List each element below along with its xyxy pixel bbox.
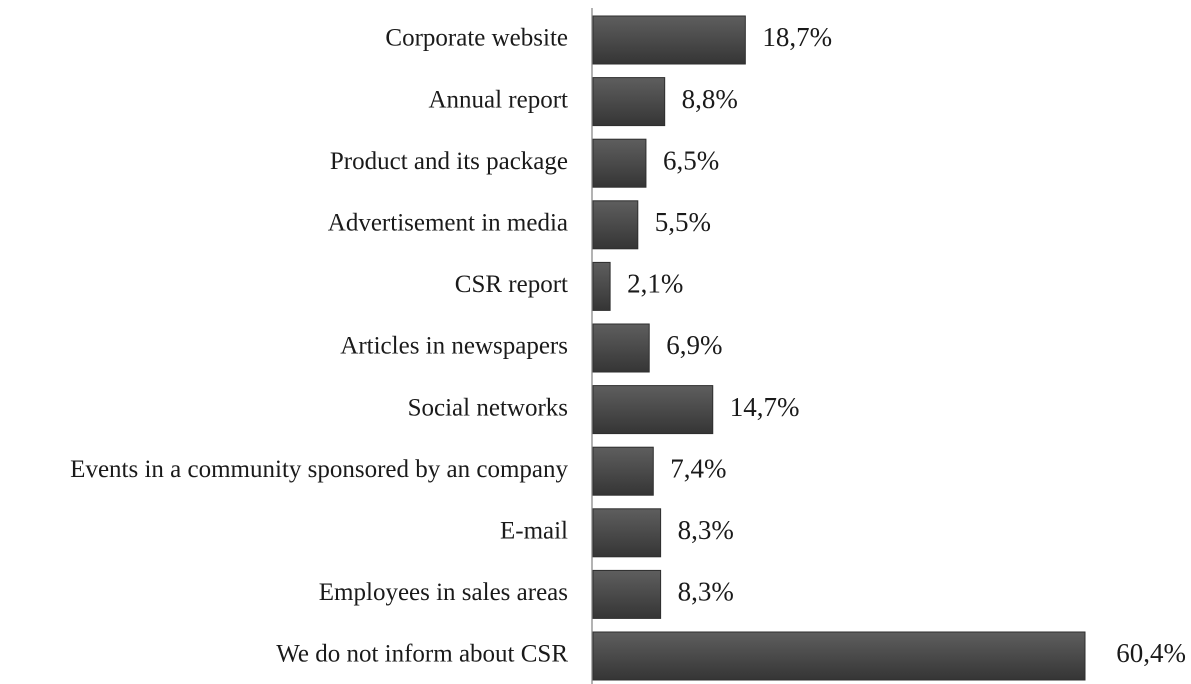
bar-10 xyxy=(592,631,1086,681)
category-label-8: E-mail xyxy=(500,518,568,545)
value-label-5: 6,9% xyxy=(666,330,722,360)
value-labels-group: 18,7% 8,8% 6,5% 5,5% 2,1% 6,9% 14,7% 7,4% 8,3% 8,… xyxy=(627,22,1186,668)
bar-9 xyxy=(592,569,662,619)
bar-1 xyxy=(592,77,666,127)
category-label-10: We do not inform about CSR xyxy=(276,641,568,668)
value-label-9: 8,3% xyxy=(678,577,734,607)
value-label-8: 8,3% xyxy=(678,515,734,545)
category-label-2: Product and its package xyxy=(330,148,568,175)
category-label-1: Annual report xyxy=(428,86,568,113)
category-label-3: Advertisement in media xyxy=(328,210,568,237)
bar-7 xyxy=(592,446,654,496)
bar-3 xyxy=(592,200,639,250)
category-label-7: Events in a community sponsored by an co… xyxy=(70,456,568,483)
bar-6 xyxy=(592,385,714,435)
value-label-10: 60,4% xyxy=(1116,638,1186,668)
value-label-6: 14,7% xyxy=(730,392,800,422)
bar-5 xyxy=(592,323,650,373)
bar-2 xyxy=(592,138,647,188)
bar-8 xyxy=(592,508,662,558)
bar-0 xyxy=(592,15,746,65)
bar-4 xyxy=(592,261,611,311)
value-label-0: 18,7% xyxy=(762,22,832,52)
category-labels-group: Corporate website Annual report Product an… xyxy=(70,25,568,668)
value-label-3: 5,5% xyxy=(655,207,711,237)
bars-group xyxy=(592,15,1086,681)
category-label-0: Corporate website xyxy=(385,25,568,52)
category-label-9: Employees in sales areas xyxy=(319,579,568,606)
value-label-7: 7,4% xyxy=(670,453,726,483)
value-label-1: 8,8% xyxy=(682,84,738,114)
value-label-4: 2,1% xyxy=(627,269,683,299)
category-label-6: Social networks xyxy=(408,394,568,421)
category-label-4: CSR report xyxy=(455,271,568,298)
category-label-5: Articles in newspapers xyxy=(340,333,568,360)
value-label-2: 6,5% xyxy=(663,145,719,175)
